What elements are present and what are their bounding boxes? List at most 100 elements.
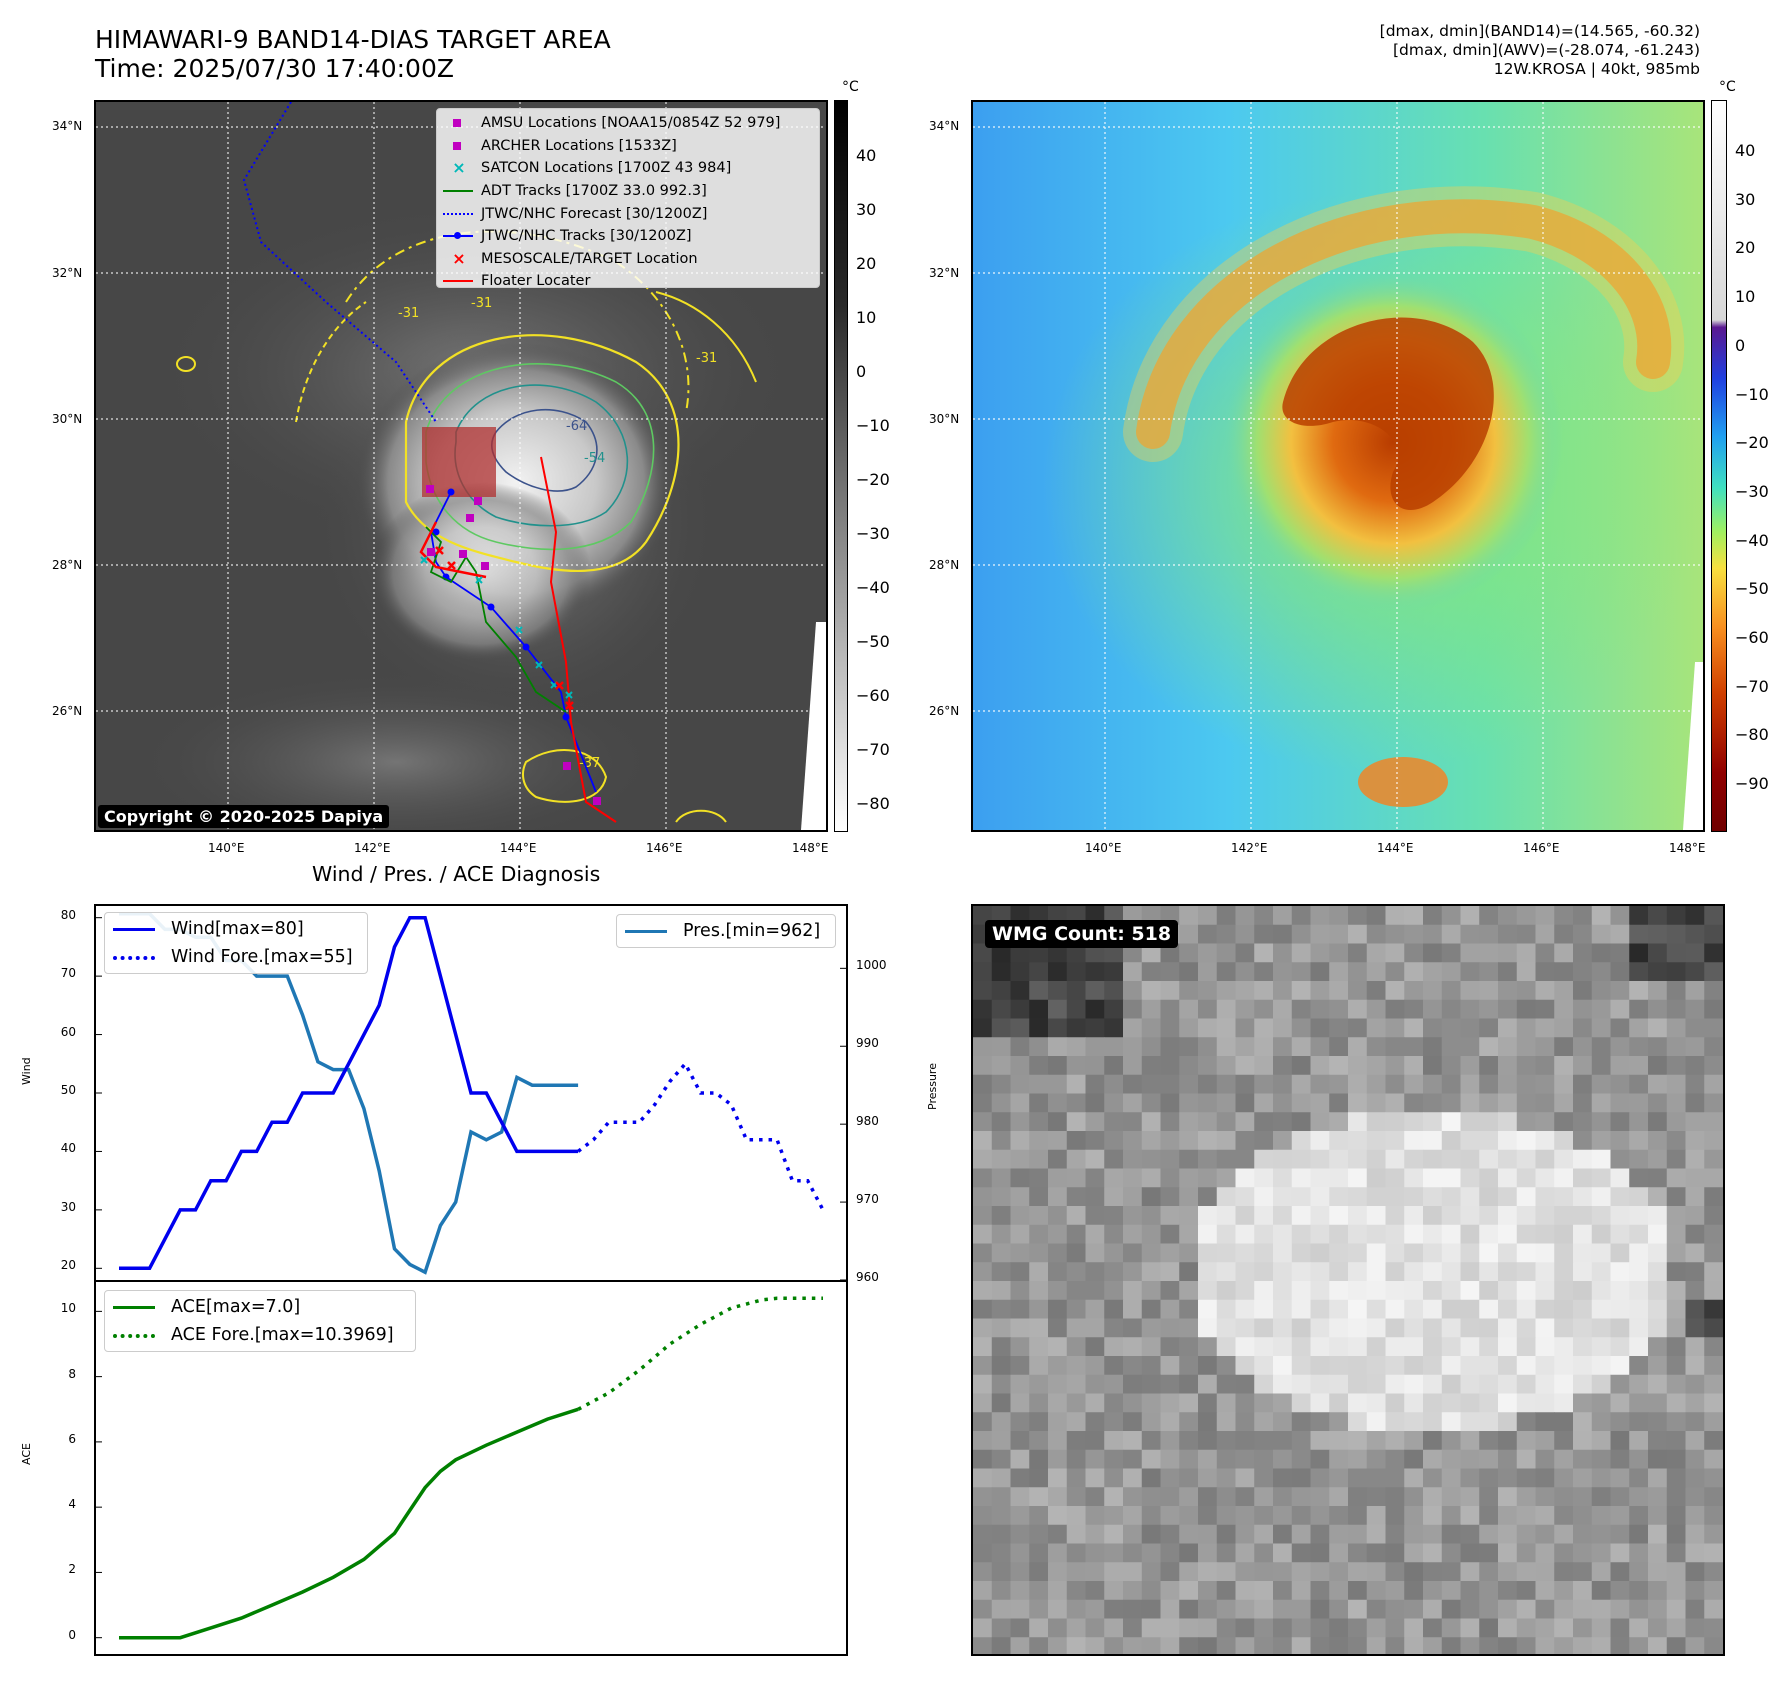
legend-label: ADT Tracks [1700Z 33.0 992.3] (481, 183, 707, 200)
contour-64 (490, 408, 598, 492)
pressure-tick-label: 1000 (856, 958, 887, 973)
pressure-tick-label: 960 (856, 1270, 879, 1284)
legend-label: MESOSCALE/TARGET Location (481, 250, 698, 267)
wmg-panel: WMG Count: 518 (971, 904, 1725, 1656)
mesoscale-points (435, 546, 574, 710)
colorbar-color-tick: 0 (1735, 335, 1746, 355)
color-ir-panel (971, 100, 1705, 832)
lon-label: 142°E (1231, 841, 1268, 855)
ace-legend: ACE[max=7.0] ACE Fore.[max=10.3969] (104, 1290, 416, 1352)
colorbar-bw-unit: °C (842, 79, 859, 95)
colorbar-bw-tick: −60 (856, 686, 890, 705)
colorbar-color-tick: 10 (1735, 287, 1756, 307)
colorbar-bw-tick: 30 (856, 200, 877, 219)
colorbar-bw-tick: −30 (856, 524, 890, 543)
info-awv: [dmax, dmin](AWV)=(-28.074, -61.243) (1393, 41, 1700, 59)
legend-archer: ARCHER Locations [1533Z] (437, 135, 819, 158)
ace-tick-label: 6 (68, 1431, 76, 1446)
wind-tick-label: 60 (60, 1024, 76, 1039)
ace-forecast-series-line (577, 1296, 823, 1411)
legend-label: JTWC/NHC Tracks [30/1200Z] (481, 228, 692, 245)
wmg-mosaic (973, 906, 1723, 1654)
lat-label: 34°N (52, 119, 83, 133)
colorbar-color-tick: −60 (1735, 628, 1769, 647)
colorbar-bw-tick: −20 (856, 470, 890, 489)
colorbar-bw-tick: −10 (856, 416, 890, 435)
legend-jtwc: JTWC/NHC Tracks [30/1200Z] (437, 225, 819, 248)
ace-tick-label: 4 (68, 1497, 76, 1512)
map-legend: AMSU Locations [NOAA15/0854Z 52 979] ARC… (436, 108, 820, 290)
amsu-archer-points (426, 485, 601, 805)
wmg-svg (973, 906, 1723, 1654)
lat-label: 26°N (929, 704, 960, 718)
legend-ace: ACE[max=7.0] (105, 1293, 415, 1321)
legend-adt: ADT Tracks [1700Z 33.0 992.3] (437, 180, 819, 203)
diag-title: Wind / Pres. / ACE Diagnosis (312, 862, 601, 886)
colorbar-color-tick: 20 (1735, 238, 1756, 258)
contour-31 (404, 334, 680, 573)
colorbar-bw-tick: 20 (856, 254, 877, 273)
colorbar-color-tick: −50 (1735, 579, 1769, 599)
colorbar-bw (834, 100, 848, 832)
lon-label: 144°E (1377, 841, 1414, 855)
legend-label: Wind[max=80] (171, 919, 304, 939)
pressure-axis-label: Pressure (926, 1063, 939, 1110)
info-storm: 12W.KROSA | 40kt, 985mb (1493, 60, 1700, 78)
lon-label: 146°E (1523, 841, 1560, 855)
colorbar-bw-tick: −50 (856, 632, 890, 651)
contour-label: -37 (579, 756, 600, 771)
lon-label: 148°E (792, 841, 829, 855)
wind-forecast-series-line (577, 1060, 825, 1211)
contour-label: -31 (696, 351, 717, 366)
ir-map-panel: -31 -31 -64 -54 -37 -31 (94, 100, 828, 832)
cold-cloud-top (1282, 317, 1494, 511)
wind-tick-label: 30 (60, 1199, 76, 1214)
legend-label: SATCON Locations [1700Z 43 984] (481, 160, 732, 177)
map-gridlines (973, 102, 1703, 830)
lon-label: 140°E (1085, 841, 1122, 855)
pressure-tick-label: 990 (856, 1036, 879, 1051)
contour-label: -31 (398, 306, 419, 321)
lat-label: 30°N (929, 412, 960, 426)
lon-label: 148°E (1669, 841, 1706, 855)
wmg-count-label: WMG Count: 518 (985, 920, 1179, 948)
pressure-tick-label: 980 (856, 1114, 879, 1129)
lat-label: 26°N (52, 704, 83, 718)
wind-tick-label: 70 (60, 966, 76, 981)
legend-label: ARCHER Locations [1533Z] (481, 137, 677, 154)
lat-label: 28°N (52, 558, 83, 572)
floater-track (540, 456, 617, 823)
lat-label: 34°N (929, 119, 960, 133)
contour-label: -31 (471, 296, 492, 311)
contour-label: -54 (584, 451, 605, 466)
colorbar-color-tick: −40 (1735, 530, 1769, 550)
colorbar-bw-tick: 40 (856, 146, 877, 165)
outer-rainband (1136, 199, 1672, 449)
legend-wind: Wind[max=80] (105, 915, 367, 943)
legend-mesoscale: × MESOSCALE/TARGET Location (452, 248, 698, 268)
ace-tick-label: 10 (60, 1301, 76, 1316)
chart-time: Time: 2025/07/30 17:40:00Z (95, 54, 454, 83)
legend-label: Floater Locater (481, 273, 591, 290)
color-ir-svg (973, 102, 1703, 830)
ace-series-line (119, 1407, 579, 1640)
colorbar-color-tick: −90 (1735, 774, 1769, 794)
wind-tick-label: 40 (60, 1141, 76, 1156)
lon-label: 146°E (646, 841, 683, 855)
pressure-tick-label: 970 (856, 1192, 879, 1207)
chart-title: HIMAWARI-9 BAND14-DIAS TARGET AREA (95, 25, 611, 54)
lon-label: 140°E (208, 841, 245, 855)
target-area-box (422, 427, 496, 497)
legend-label: ACE[max=7.0] (171, 1297, 301, 1317)
wind-legend: Wind[max=80] Wind Fore.[max=55] (104, 912, 368, 974)
contour-label: -64 (566, 419, 587, 434)
colorbar-color-tick: 40 (1735, 141, 1756, 160)
wind-series-line (119, 915, 579, 1271)
copyright-label: Copyright © 2020-2025 Dapiya (98, 805, 390, 828)
lat-label: 30°N (52, 412, 83, 426)
lat-label: 28°N (929, 558, 960, 572)
legend-pres: Pres.[min=962] (617, 917, 835, 945)
legend-label: JTWC/NHC Forecast [30/1200Z] (481, 205, 708, 222)
info-band14: [dmax, dmin](BAND14)=(14.565, -60.32) (1379, 22, 1700, 40)
subplot-divider (96, 1280, 846, 1282)
